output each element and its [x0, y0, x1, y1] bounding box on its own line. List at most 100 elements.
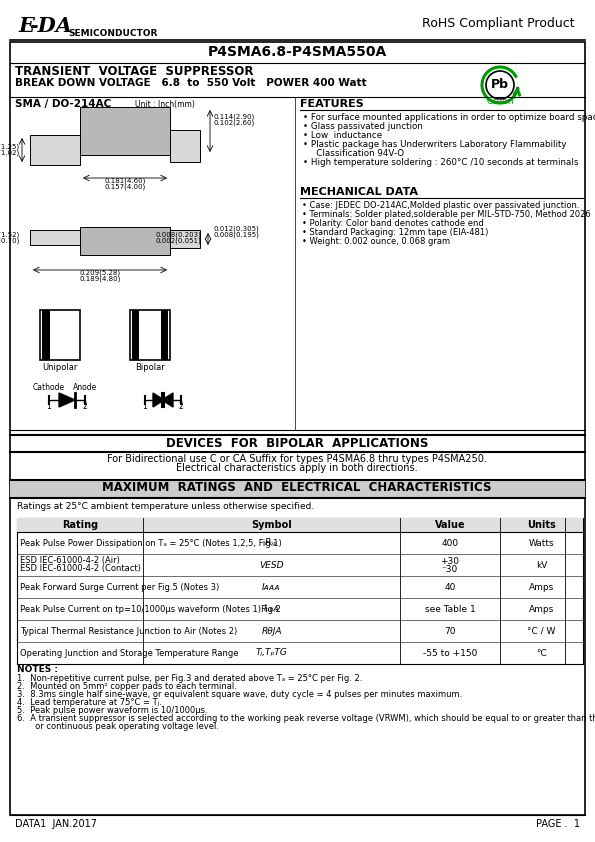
Text: • Low  inductance: • Low inductance: [303, 131, 382, 140]
Text: SEMICONDUCTOR: SEMICONDUCTOR: [68, 29, 157, 38]
Bar: [170, 230, 200, 248]
Text: 0.002(0.051): 0.002(0.051): [155, 238, 201, 244]
Bar: [80, 107, 170, 155]
Text: 0.060(1.52): 0.060(1.52): [0, 232, 20, 238]
Bar: [170, 130, 200, 162]
Text: ESD IEC-61000-4-2 (Air): ESD IEC-61000-4-2 (Air): [20, 557, 120, 566]
Bar: [161, 310, 168, 360]
Text: SMA / DO-214AC: SMA / DO-214AC: [15, 99, 111, 109]
Text: Ratings at 25°C ambient temperature unless otherwise specified.: Ratings at 25°C ambient temperature unle…: [17, 502, 314, 511]
Text: 0.028(0.70): 0.028(0.70): [0, 238, 20, 244]
Text: 2.  Mounted on 5mm² copper pads to each terminal.: 2. Mounted on 5mm² copper pads to each t…: [17, 682, 237, 691]
Polygon shape: [153, 393, 164, 407]
Text: Peak Forward Surge Current per Fig.5 (Notes 3): Peak Forward Surge Current per Fig.5 (No…: [20, 583, 219, 591]
Text: Units: Units: [527, 520, 556, 530]
Text: • Weight: 0.002 ounce, 0.068 gram: • Weight: 0.002 ounce, 0.068 gram: [302, 237, 450, 246]
Bar: [10, 480, 585, 498]
Text: Electrical characteristics apply in both directions.: Electrical characteristics apply in both…: [176, 463, 418, 473]
Text: ESD IEC-61000-4-2 (Contact): ESD IEC-61000-4-2 (Contact): [20, 564, 141, 573]
Text: • Polarity: Color band denotes cathode end: • Polarity: Color band denotes cathode e…: [302, 219, 484, 228]
Text: Pₚₚ: Pₚₚ: [265, 539, 278, 547]
Text: NOTES :: NOTES :: [17, 665, 58, 674]
Text: RθJA: RθJA: [261, 626, 282, 636]
Text: 3.  8.3ms single half sine-wave, or equivalent square wave, duty cycle = 4 pulse: 3. 8.3ms single half sine-wave, or equiv…: [17, 690, 462, 699]
Text: 0.157(4.00): 0.157(4.00): [104, 184, 146, 190]
Text: Unit : Inch(mm): Unit : Inch(mm): [135, 100, 195, 109]
Text: 2: 2: [83, 402, 87, 411]
Text: Peak Pulse Power Dissipation on Tₐ = 25°C (Notes 1,2,5, Fig.1): Peak Pulse Power Dissipation on Tₐ = 25°…: [20, 539, 282, 547]
Text: PAGE .  1: PAGE . 1: [536, 819, 580, 829]
Text: 0.012(0.305): 0.012(0.305): [213, 225, 259, 232]
Bar: [42, 310, 50, 360]
Text: For Bidirectional use C or CA Suffix for types P4SMA6.8 thru types P4SMA250.: For Bidirectional use C or CA Suffix for…: [107, 454, 487, 464]
Text: E: E: [18, 16, 34, 36]
Bar: [132, 310, 139, 360]
Text: Typical Thermal Resistance Junction to Air (Notes 2): Typical Thermal Resistance Junction to A…: [20, 626, 237, 636]
Text: -DA: -DA: [29, 16, 72, 36]
Text: Pb: Pb: [491, 77, 509, 90]
Text: RoHS Compliant Product: RoHS Compliant Product: [422, 17, 575, 30]
Text: Rating: Rating: [62, 520, 98, 530]
Polygon shape: [59, 393, 75, 407]
Text: °C: °C: [536, 648, 547, 658]
Text: 40: 40: [444, 583, 456, 591]
Text: 4.  Lead temperature at 75°C = Tⱼ.: 4. Lead temperature at 75°C = Tⱼ.: [17, 698, 162, 707]
Text: BREAK DOWN VOLTAGE   6.8  to  550 Volt   POWER 400 Watt: BREAK DOWN VOLTAGE 6.8 to 550 Volt POWER…: [15, 78, 367, 88]
Text: Unipolar: Unipolar: [42, 363, 78, 372]
Text: TRANSIENT  VOLTAGE  SUPPRESSOR: TRANSIENT VOLTAGE SUPPRESSOR: [15, 65, 253, 78]
Text: 0.181(4.60): 0.181(4.60): [104, 178, 146, 184]
Text: 5.  Peak pulse power waveform is 10/1000μs.: 5. Peak pulse power waveform is 10/1000μ…: [17, 706, 208, 715]
Text: DEVICES  FOR  BIPOLAR  APPLICATIONS: DEVICES FOR BIPOLAR APPLICATIONS: [166, 437, 428, 450]
Bar: [130, 310, 170, 360]
Text: VESD: VESD: [259, 561, 284, 569]
Text: °C / W: °C / W: [527, 626, 556, 636]
Text: Watts: Watts: [529, 539, 555, 547]
Polygon shape: [162, 393, 173, 407]
Text: 0.049(1.25): 0.049(1.25): [0, 143, 20, 150]
Text: 0.008(0.203): 0.008(0.203): [155, 232, 201, 238]
Text: DATA1  JAN.2017: DATA1 JAN.2017: [15, 819, 97, 829]
Bar: [30, 230, 80, 245]
Text: see Table 1: see Table 1: [425, 605, 475, 614]
Text: Iᴀᴀᴀ: Iᴀᴀᴀ: [262, 583, 281, 591]
Text: Amps: Amps: [529, 605, 554, 614]
Text: or continuous peak operating voltage level.: or continuous peak operating voltage lev…: [22, 722, 219, 731]
Text: -55 to +150: -55 to +150: [423, 648, 477, 658]
Bar: [17, 518, 583, 664]
Text: 6.  A transient suppressor is selected according to the working peak reverse vol: 6. A transient suppressor is selected ac…: [17, 714, 595, 723]
Text: Amps: Amps: [529, 583, 554, 591]
Text: • Case: JEDEC DO-214AC,Molded plastic over passivated junction.: • Case: JEDEC DO-214AC,Molded plastic ov…: [302, 201, 580, 210]
Text: P4SMA6.8-P4SMA550A: P4SMA6.8-P4SMA550A: [208, 45, 387, 59]
Text: 1: 1: [46, 402, 51, 411]
Text: 0.209(5.28): 0.209(5.28): [80, 270, 121, 276]
Text: • Glass passivated junction: • Glass passivated junction: [303, 122, 423, 131]
Text: 0.114(2.90): 0.114(2.90): [213, 113, 254, 120]
Text: • For surface mounted applications in order to optimize board space: • For surface mounted applications in or…: [303, 113, 595, 122]
Bar: [30, 135, 80, 165]
Text: • Terminals: Solder plated,solderable per MIL-STD-750, Method 2026: • Terminals: Solder plated,solderable pe…: [302, 210, 591, 219]
Bar: [80, 227, 170, 255]
Text: 0.040(1.02): 0.040(1.02): [0, 149, 20, 156]
Text: Cathode: Cathode: [33, 383, 65, 392]
Text: Iₚₚᴀ: Iₚₚᴀ: [264, 605, 280, 614]
Text: 1: 1: [143, 402, 148, 411]
Text: kV: kV: [536, 561, 547, 569]
Text: ⁻30: ⁻30: [442, 564, 458, 573]
Text: MAXIMUM  RATINGS  AND  ELECTRICAL  CHARACTERISTICS: MAXIMUM RATINGS AND ELECTRICAL CHARACTER…: [102, 481, 491, 494]
Text: FEATURES: FEATURES: [300, 99, 364, 109]
Text: Peak Pulse Current on tp=10/1000μs waveform (Notes 1)Fig.2: Peak Pulse Current on tp=10/1000μs wavef…: [20, 605, 281, 614]
Text: +30: +30: [440, 557, 459, 566]
Bar: [17, 518, 583, 532]
Text: 400: 400: [441, 539, 459, 547]
Text: • High temperature soldering : 260°C /10 seconds at terminals: • High temperature soldering : 260°C /10…: [303, 158, 578, 167]
Text: 0.102(2.60): 0.102(2.60): [213, 119, 254, 125]
Text: 1.  Non-repetitive current pulse, per Fig.3 and derated above Tₐ = 25°C per Fig.: 1. Non-repetitive current pulse, per Fig…: [17, 674, 362, 683]
Text: 0.008(0.195): 0.008(0.195): [213, 231, 259, 237]
Text: Symbol: Symbol: [251, 520, 292, 530]
Text: • Standard Packaging: 12mm tape (EIA-481): • Standard Packaging: 12mm tape (EIA-481…: [302, 228, 488, 237]
Text: 0.189(4.80): 0.189(4.80): [79, 276, 121, 283]
Text: Classification 94V-O: Classification 94V-O: [308, 149, 404, 158]
Text: • Plastic package has Underwriters Laboratory Flammability: • Plastic package has Underwriters Labor…: [303, 140, 566, 149]
Bar: [40, 310, 80, 360]
Text: Bipolar: Bipolar: [135, 363, 165, 372]
